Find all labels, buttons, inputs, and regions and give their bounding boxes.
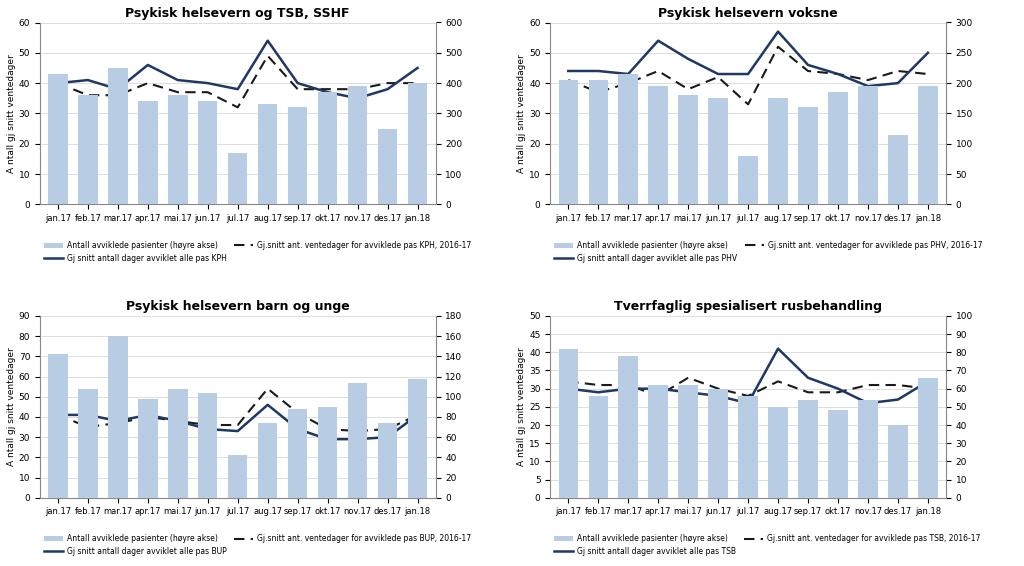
Bar	[858, 86, 878, 204]
Bar	[648, 86, 668, 204]
Bar	[888, 135, 907, 204]
Bar	[709, 389, 728, 498]
Bar	[198, 393, 217, 498]
Bar	[408, 379, 427, 498]
Y-axis label: A ntall gj snitt ventedager: A ntall gj snitt ventedager	[7, 348, 16, 466]
Bar	[768, 407, 787, 498]
Bar	[408, 83, 427, 204]
Y-axis label: A ntall gj snitt ventedager: A ntall gj snitt ventedager	[517, 54, 526, 173]
Bar	[288, 108, 307, 204]
Bar	[48, 74, 68, 204]
Bar	[348, 383, 368, 498]
Bar	[228, 455, 248, 498]
Legend: Antall avviklede pasienter (høyre akse), Gj snitt antall dager avviklet alle pas: Antall avviklede pasienter (høyre akse),…	[554, 241, 982, 263]
Bar	[679, 385, 698, 498]
Bar	[799, 108, 818, 204]
Bar	[558, 349, 578, 498]
Bar	[317, 92, 337, 204]
Bar	[738, 396, 758, 498]
Bar	[589, 396, 608, 498]
Bar	[258, 423, 278, 498]
Bar	[828, 92, 848, 204]
Y-axis label: A ntall gj snitt ventedager: A ntall gj snitt ventedager	[7, 54, 16, 173]
Bar	[168, 389, 187, 498]
Bar	[78, 95, 97, 204]
Bar	[648, 385, 668, 498]
Bar	[48, 354, 68, 498]
Bar	[228, 153, 248, 204]
Bar	[78, 389, 97, 498]
Bar	[558, 80, 578, 204]
Bar	[618, 356, 638, 498]
Bar	[589, 80, 608, 204]
Bar	[919, 378, 938, 498]
Bar	[348, 86, 368, 204]
Bar	[109, 68, 128, 204]
Bar	[919, 86, 938, 204]
Bar	[138, 101, 158, 204]
Legend: Antall avviklede pasienter (høyre akse), Gj snitt antall dager avviklet alle pas: Antall avviklede pasienter (høyre akse),…	[554, 534, 980, 556]
Bar	[858, 400, 878, 498]
Bar	[768, 98, 787, 204]
Title: Psykisk helsevern voksne: Psykisk helsevern voksne	[658, 7, 838, 20]
Bar	[738, 156, 758, 204]
Bar	[168, 95, 187, 204]
Y-axis label: A ntall gj snitt ventedager: A ntall gj snitt ventedager	[517, 348, 526, 466]
Legend: Antall avviklede pasienter (høyre akse), Gj snitt antall dager avviklet alle pas: Antall avviklede pasienter (høyre akse),…	[44, 534, 471, 556]
Bar	[618, 74, 638, 204]
Legend: Antall avviklede pasienter (høyre akse), Gj snitt antall dager avviklet alle pas: Antall avviklede pasienter (høyre akse),…	[44, 241, 471, 263]
Bar	[317, 407, 337, 498]
Bar	[799, 400, 818, 498]
Bar	[109, 336, 128, 498]
Bar	[709, 98, 728, 204]
Bar	[198, 101, 217, 204]
Bar	[378, 128, 397, 204]
Bar	[138, 399, 158, 498]
Bar	[378, 423, 397, 498]
Bar	[288, 409, 307, 498]
Title: Psykisk helsevern og TSB, SSHF: Psykisk helsevern og TSB, SSHF	[126, 7, 350, 20]
Title: Tverrfaglig spesialisert rusbehandling: Tverrfaglig spesialisert rusbehandling	[614, 301, 882, 314]
Bar	[828, 410, 848, 498]
Bar	[888, 425, 907, 498]
Bar	[258, 104, 278, 204]
Bar	[679, 95, 698, 204]
Title: Psykisk helsevern barn og unge: Psykisk helsevern barn og unge	[126, 301, 349, 314]
